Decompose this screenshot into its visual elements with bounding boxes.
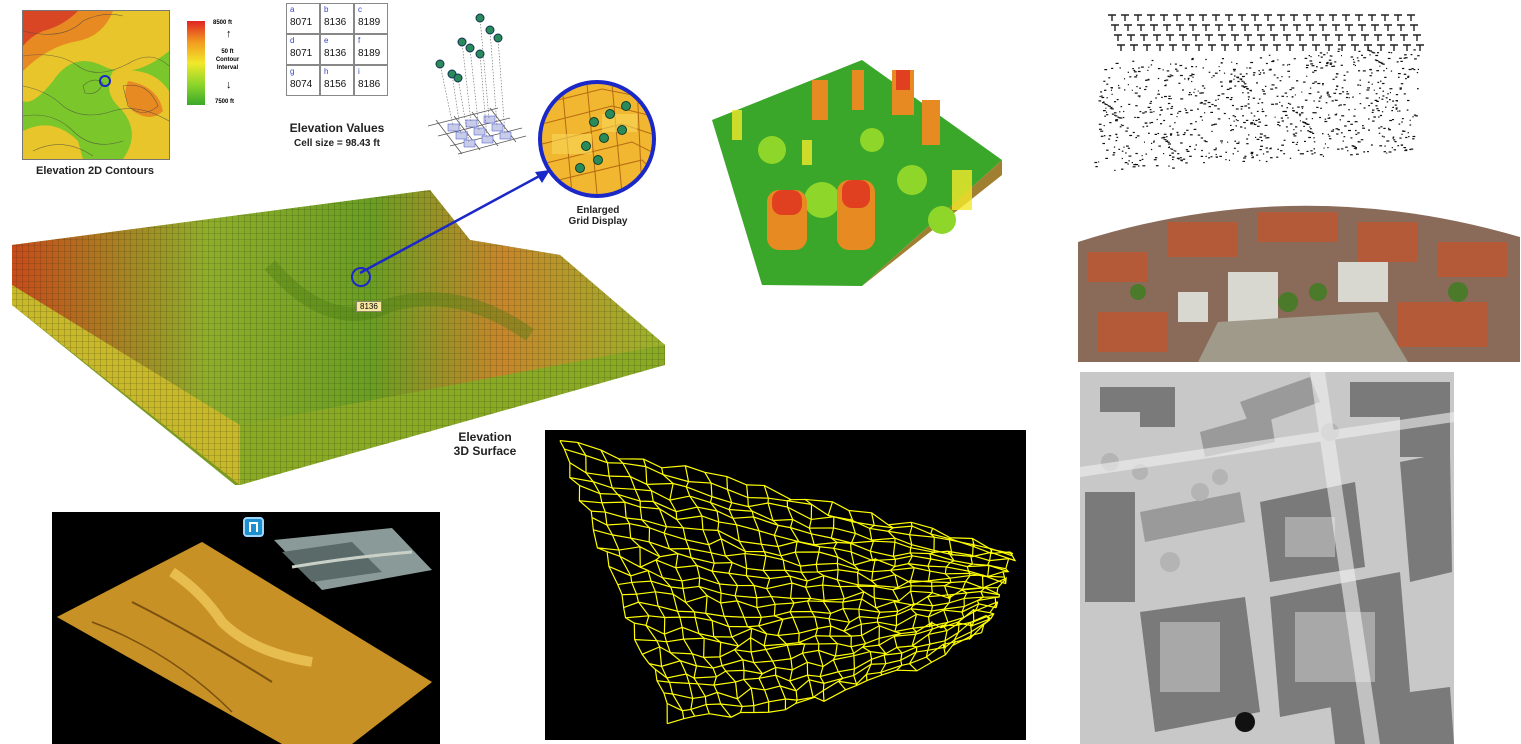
elevation-values-title: Elevation Values — [289, 121, 385, 135]
wireframe-panel — [545, 430, 1026, 740]
aerial-city-photo — [1078, 182, 1520, 362]
grid-cell-d: d 8071 — [286, 34, 320, 65]
elevation-3d-surface — [10, 185, 675, 485]
enlarged-caption: Enlarged Grid Display — [568, 205, 628, 227]
grid-cell-b: b 8136 — [320, 3, 354, 34]
grayscale-depth-map — [1080, 372, 1454, 744]
legend-bottom-label: 7500 ft — [215, 99, 235, 105]
legend-mid-label: 50 ft Contour Interval — [215, 49, 240, 71]
enlarged-grid-magnifier — [538, 80, 656, 198]
cell-size-label: Cell size = 98.43 ft — [294, 138, 380, 149]
grid-cell-g: g 8074 — [286, 65, 320, 96]
contour-caption: Elevation 2D Contours — [36, 165, 154, 177]
contour-map — [22, 10, 170, 160]
grid-cell-h: h 8156 — [320, 65, 354, 96]
grid-cell-e: e 8136 — [320, 34, 354, 65]
surface-caption: Elevation 3D Surface — [453, 430, 517, 458]
legend-top-label: 8500 ft — [213, 20, 233, 26]
grid-cell-i: i 8186 — [354, 65, 388, 96]
down-arrow-icon: ↓ — [226, 79, 232, 91]
elevation-grid: a 8071 b 8136 c 8189 d 8071 e 8136 f 8189 g 807… — [286, 3, 388, 96]
city-dsm-render — [712, 60, 1002, 286]
elevation-tag: 8136 — [356, 301, 382, 312]
grid-cell-f: f 8189 — [354, 34, 388, 65]
up-arrow-icon: ↑ — [226, 28, 232, 40]
point-cloud-cameras — [1092, 5, 1437, 175]
point-lattice-diagram — [418, 8, 530, 156]
zoom-arrow — [355, 165, 555, 280]
grid-cell-c: c 8189 — [354, 3, 388, 34]
app-logo-icon — [243, 517, 264, 537]
grid-cell-a: a 8071 — [286, 3, 320, 34]
terrain-render-panel — [52, 512, 440, 744]
elevation-legend-bar — [187, 21, 205, 105]
